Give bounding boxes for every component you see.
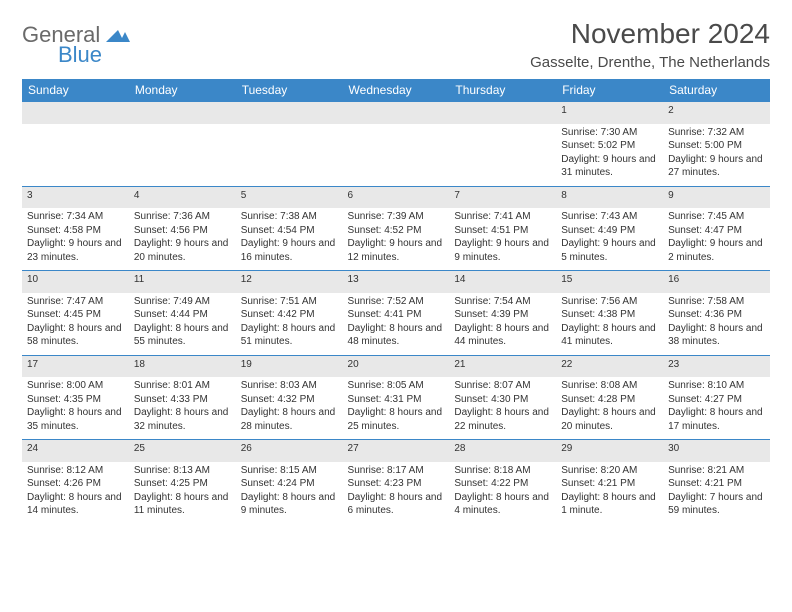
day-cell: Sunrise: 8:12 AMSunset: 4:26 PMDaylight:…	[22, 462, 129, 524]
day-number: 6	[343, 186, 450, 208]
day-number: 17	[22, 355, 129, 377]
day-number: 4	[129, 186, 236, 208]
day-number: 13	[343, 271, 450, 293]
day-cell	[343, 124, 450, 187]
day-number: 11	[129, 271, 236, 293]
brand-blue: Blue	[58, 44, 130, 66]
day-header: Friday	[556, 79, 663, 102]
day-number: 22	[556, 355, 663, 377]
day-number: 29	[556, 440, 663, 462]
day-cell: Sunrise: 7:56 AMSunset: 4:38 PMDaylight:…	[556, 293, 663, 356]
day-header: Monday	[129, 79, 236, 102]
day-cell: Sunrise: 8:21 AMSunset: 4:21 PMDaylight:…	[663, 462, 770, 524]
day-cell: Sunrise: 7:38 AMSunset: 4:54 PMDaylight:…	[236, 208, 343, 271]
day-number	[449, 102, 556, 124]
day-number	[236, 102, 343, 124]
day-cell: Sunrise: 7:52 AMSunset: 4:41 PMDaylight:…	[343, 293, 450, 356]
day-cell: Sunrise: 7:34 AMSunset: 4:58 PMDaylight:…	[22, 208, 129, 271]
title-block: November 2024 Gasselte, Drenthe, The Net…	[530, 18, 770, 71]
calendar-table: SundayMondayTuesdayWednesdayThursdayFrid…	[22, 79, 770, 524]
day-cell	[449, 124, 556, 187]
day-number: 18	[129, 355, 236, 377]
day-header-row: SundayMondayTuesdayWednesdayThursdayFrid…	[22, 79, 770, 102]
brand-text: General Blue	[22, 24, 130, 66]
day-number	[22, 102, 129, 124]
day-cell: Sunrise: 8:03 AMSunset: 4:32 PMDaylight:…	[236, 377, 343, 440]
day-number: 10	[22, 271, 129, 293]
day-header: Thursday	[449, 79, 556, 102]
day-cell	[236, 124, 343, 187]
day-number: 27	[343, 440, 450, 462]
day-header: Sunday	[22, 79, 129, 102]
day-cell: Sunrise: 8:20 AMSunset: 4:21 PMDaylight:…	[556, 462, 663, 524]
daytext-row: Sunrise: 8:00 AMSunset: 4:35 PMDaylight:…	[22, 377, 770, 440]
calendar-body: 12Sunrise: 7:30 AMSunset: 5:02 PMDayligh…	[22, 102, 770, 524]
day-number: 23	[663, 355, 770, 377]
day-cell: Sunrise: 7:43 AMSunset: 4:49 PMDaylight:…	[556, 208, 663, 271]
day-cell: Sunrise: 8:10 AMSunset: 4:27 PMDaylight:…	[663, 377, 770, 440]
month-title: November 2024	[530, 18, 770, 50]
day-number: 28	[449, 440, 556, 462]
brand-logo: General Blue	[22, 24, 130, 66]
header: General Blue November 2024 Gasselte, Dre…	[22, 18, 770, 71]
day-cell: Sunrise: 7:32 AMSunset: 5:00 PMDaylight:…	[663, 124, 770, 187]
day-cell: Sunrise: 8:08 AMSunset: 4:28 PMDaylight:…	[556, 377, 663, 440]
day-number: 21	[449, 355, 556, 377]
brand-mark-icon	[106, 26, 130, 42]
daynum-row: 24252627282930	[22, 440, 770, 462]
day-number: 2	[663, 102, 770, 124]
day-cell: Sunrise: 7:30 AMSunset: 5:02 PMDaylight:…	[556, 124, 663, 187]
day-number: 19	[236, 355, 343, 377]
day-header: Wednesday	[343, 79, 450, 102]
day-number: 16	[663, 271, 770, 293]
day-cell: Sunrise: 8:18 AMSunset: 4:22 PMDaylight:…	[449, 462, 556, 524]
day-cell: Sunrise: 8:01 AMSunset: 4:33 PMDaylight:…	[129, 377, 236, 440]
day-number: 26	[236, 440, 343, 462]
day-cell: Sunrise: 7:36 AMSunset: 4:56 PMDaylight:…	[129, 208, 236, 271]
day-number: 25	[129, 440, 236, 462]
day-number: 12	[236, 271, 343, 293]
day-number: 5	[236, 186, 343, 208]
day-cell	[22, 124, 129, 187]
day-cell: Sunrise: 7:39 AMSunset: 4:52 PMDaylight:…	[343, 208, 450, 271]
daytext-row: Sunrise: 7:47 AMSunset: 4:45 PMDaylight:…	[22, 293, 770, 356]
daynum-row: 12	[22, 102, 770, 124]
day-cell: Sunrise: 7:58 AMSunset: 4:36 PMDaylight:…	[663, 293, 770, 356]
day-cell: Sunrise: 8:17 AMSunset: 4:23 PMDaylight:…	[343, 462, 450, 524]
day-cell	[129, 124, 236, 187]
day-cell: Sunrise: 7:54 AMSunset: 4:39 PMDaylight:…	[449, 293, 556, 356]
daytext-row: Sunrise: 8:12 AMSunset: 4:26 PMDaylight:…	[22, 462, 770, 524]
day-cell: Sunrise: 7:47 AMSunset: 4:45 PMDaylight:…	[22, 293, 129, 356]
day-cell: Sunrise: 8:05 AMSunset: 4:31 PMDaylight:…	[343, 377, 450, 440]
day-cell: Sunrise: 8:13 AMSunset: 4:25 PMDaylight:…	[129, 462, 236, 524]
day-number: 15	[556, 271, 663, 293]
day-number	[129, 102, 236, 124]
day-header: Saturday	[663, 79, 770, 102]
day-cell: Sunrise: 8:07 AMSunset: 4:30 PMDaylight:…	[449, 377, 556, 440]
day-number: 8	[556, 186, 663, 208]
day-cell: Sunrise: 7:45 AMSunset: 4:47 PMDaylight:…	[663, 208, 770, 271]
day-cell: Sunrise: 7:51 AMSunset: 4:42 PMDaylight:…	[236, 293, 343, 356]
daytext-row: Sunrise: 7:30 AMSunset: 5:02 PMDaylight:…	[22, 124, 770, 187]
day-cell: Sunrise: 7:49 AMSunset: 4:44 PMDaylight:…	[129, 293, 236, 356]
day-number: 14	[449, 271, 556, 293]
day-number: 9	[663, 186, 770, 208]
day-number: 20	[343, 355, 450, 377]
day-cell: Sunrise: 8:00 AMSunset: 4:35 PMDaylight:…	[22, 377, 129, 440]
day-number: 3	[22, 186, 129, 208]
day-header: Tuesday	[236, 79, 343, 102]
daynum-row: 3456789	[22, 186, 770, 208]
day-number	[343, 102, 450, 124]
daynum-row: 10111213141516	[22, 271, 770, 293]
daytext-row: Sunrise: 7:34 AMSunset: 4:58 PMDaylight:…	[22, 208, 770, 271]
day-number: 24	[22, 440, 129, 462]
day-number: 1	[556, 102, 663, 124]
day-number: 30	[663, 440, 770, 462]
daynum-row: 17181920212223	[22, 355, 770, 377]
calendar-head: SundayMondayTuesdayWednesdayThursdayFrid…	[22, 79, 770, 102]
day-cell: Sunrise: 7:41 AMSunset: 4:51 PMDaylight:…	[449, 208, 556, 271]
day-number: 7	[449, 186, 556, 208]
location: Gasselte, Drenthe, The Netherlands	[530, 54, 770, 71]
day-cell: Sunrise: 8:15 AMSunset: 4:24 PMDaylight:…	[236, 462, 343, 524]
